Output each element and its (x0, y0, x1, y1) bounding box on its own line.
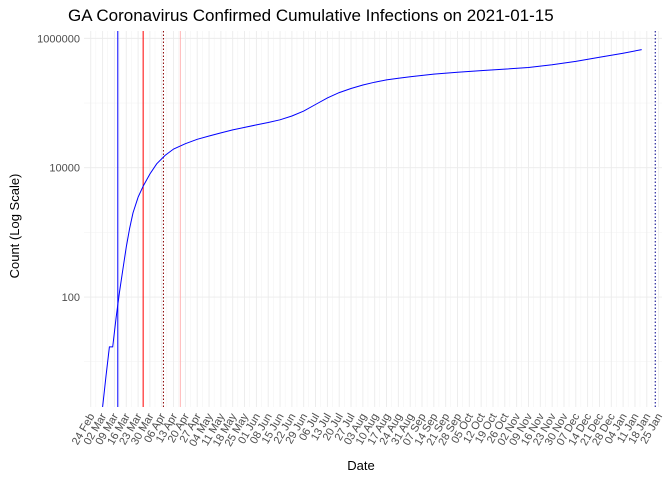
y-tick-label: 100 (62, 292, 80, 304)
minor-gridlines (84, 31, 662, 407)
major-gridlines (84, 31, 662, 407)
series-line (102, 49, 642, 408)
reference-lines (117, 31, 656, 407)
x-axis-title: Date (347, 458, 374, 473)
y-tick-label: 10000 (49, 163, 80, 175)
series-layer (102, 49, 642, 408)
y-axis-title: Count (Log Scale) (7, 174, 22, 279)
y-tick-label: 1000000 (37, 33, 80, 45)
chart-title: GA Coronavirus Confirmed Cumulative Infe… (68, 6, 554, 25)
y-axis-ticks: 100 10000 1000000 (37, 33, 80, 304)
